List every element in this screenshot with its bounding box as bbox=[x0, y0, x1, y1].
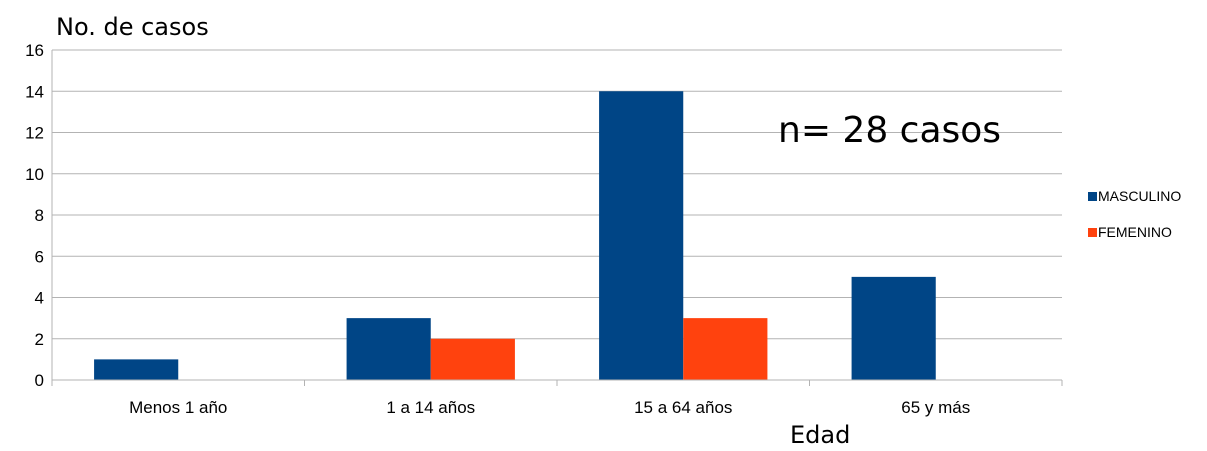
bars bbox=[94, 91, 936, 380]
total-cases-annotation: n= 28 casos bbox=[778, 110, 1001, 151]
y-tick-label: 4 bbox=[35, 289, 44, 308]
y-tick-label: 12 bbox=[25, 124, 44, 143]
y-tick-label: 0 bbox=[35, 371, 44, 390]
y-tick-label: 10 bbox=[25, 165, 44, 184]
legend: MASCULINO FEMENINO bbox=[1088, 188, 1181, 240]
y-axis-title: No. de casos bbox=[56, 13, 209, 41]
y-tick-label: 14 bbox=[25, 82, 44, 101]
legend-swatch bbox=[1088, 192, 1097, 201]
y-tick-label: 16 bbox=[25, 41, 44, 60]
bar-masculino bbox=[599, 91, 684, 380]
x-category-label: 15 a 64 años bbox=[634, 398, 732, 417]
bar-femenino bbox=[683, 318, 768, 380]
y-tick-label: 6 bbox=[35, 247, 44, 266]
gridlines bbox=[52, 49, 1062, 381]
x-category-label: 1 a 14 años bbox=[386, 398, 475, 417]
x-axis-title: Edad bbox=[790, 421, 850, 449]
legend-label: MASCULINO bbox=[1098, 188, 1181, 204]
y-tick-labels: 0 2 4 6 8 10 12 14 16 bbox=[25, 41, 44, 390]
bar-masculino bbox=[94, 359, 179, 380]
y-tick-label: 2 bbox=[35, 330, 44, 349]
bar-masculino bbox=[346, 318, 431, 380]
bar-masculino bbox=[851, 276, 936, 380]
x-category-labels: Menos 1 año 1 a 14 años 15 a 64 años 65 y m… bbox=[129, 398, 970, 417]
legend-label: FEMENINO bbox=[1098, 224, 1172, 240]
y-tick-label: 8 bbox=[35, 206, 44, 225]
x-category-label: Menos 1 año bbox=[129, 398, 227, 417]
x-category-label: 65 y más bbox=[901, 398, 970, 417]
bar-femenino bbox=[430, 338, 515, 380]
axes bbox=[51, 50, 1063, 386]
legend-swatch bbox=[1088, 228, 1097, 237]
